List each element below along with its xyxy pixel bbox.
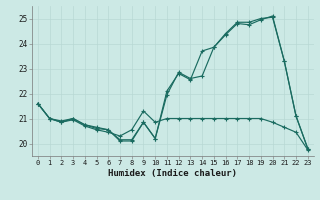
X-axis label: Humidex (Indice chaleur): Humidex (Indice chaleur) xyxy=(108,169,237,178)
